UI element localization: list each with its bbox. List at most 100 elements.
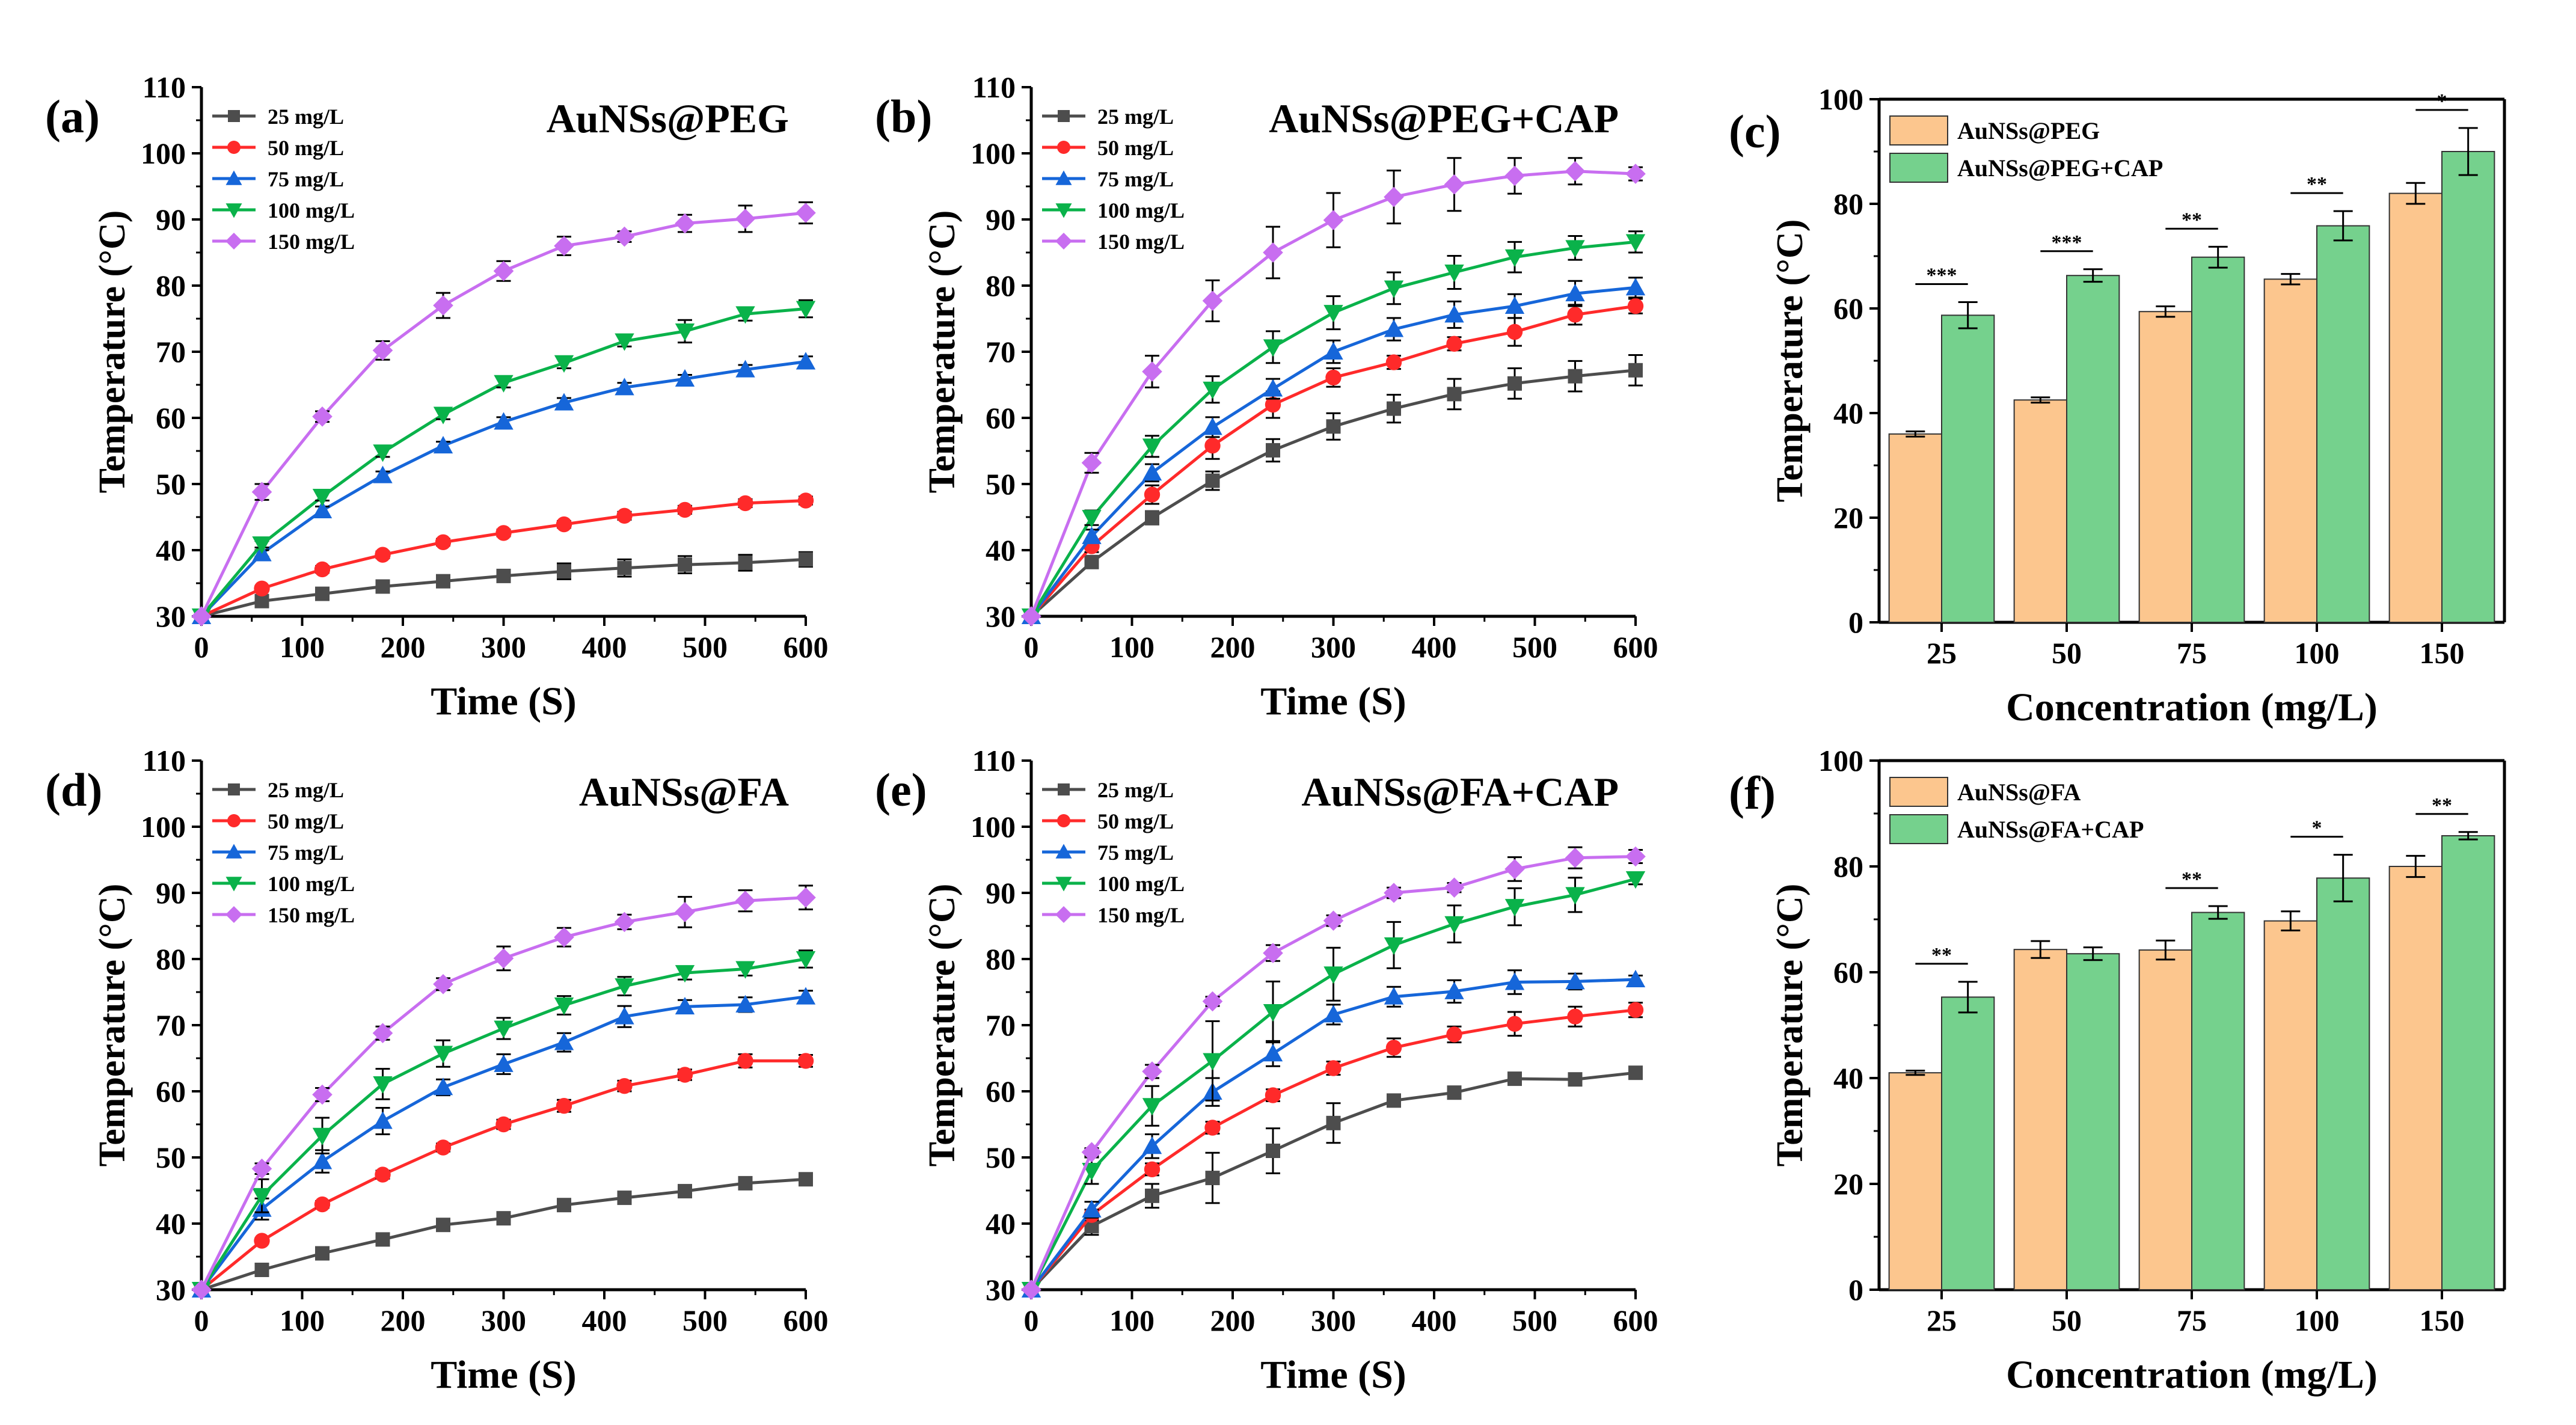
data-point [1446,336,1462,352]
y-tick-label: 70 [986,335,1016,369]
legend-label: 25 mg/L [1097,105,1174,129]
data-point [735,360,755,378]
legend-marker [225,906,242,923]
data-point [494,375,514,393]
bar [1941,996,1995,1290]
data-point [1384,319,1404,337]
data-point [312,1151,333,1169]
panel-label: (f) [1729,767,1776,819]
legend-label: 150 mg/L [268,903,355,927]
y-tick-label: 90 [156,876,186,910]
data-point [675,323,695,342]
y-tick-label: 40 [156,533,186,567]
panel-a: 30 40 50 60 70 80 90 100 110 Temperature (°C) 0 100… [45,70,829,723]
data-point [372,340,393,361]
data-point [433,1077,453,1096]
x-tick-label: 150 [2420,636,2465,670]
data-point [1021,606,1041,627]
data-point [1323,1005,1343,1023]
legend-label: 50 mg/L [1097,136,1174,160]
data-point [554,236,574,256]
data-point [1204,438,1221,454]
data-point [1203,417,1222,435]
data-point [1326,1115,1341,1130]
data-point [1387,1093,1401,1108]
data-point [1084,554,1099,569]
data-point [675,997,695,1015]
panel-b: 30 40 50 60 70 80 90 100 110 Temperature (°C) 0 100… [875,70,1658,723]
data-point [433,974,453,994]
y-tick-label: 30 [156,599,186,633]
data-point [1142,361,1162,382]
data-point [1326,419,1341,434]
data-point [615,378,634,396]
x-tick-label: 600 [1613,1304,1658,1337]
significance-label: ** [2182,209,2202,231]
data-point [373,465,393,483]
x-tick-label: 25 [1927,1304,1957,1337]
data-point [1444,174,1465,195]
data-point [676,501,693,518]
legend-marker [227,141,241,154]
legend-label: 75 mg/L [268,167,344,191]
data-point [312,488,333,507]
y-tick-label: 100 [141,810,186,844]
data-point [1506,323,1523,340]
data-point [375,579,390,594]
y-axis-title: Temperature (°C) [1770,884,1811,1167]
legend-marker [1055,844,1072,859]
x-tick-label: 200 [381,1304,426,1337]
y-tick-label: 40 [1833,396,1863,430]
data-point [375,1232,390,1247]
data-point [1385,354,1402,370]
y-tick-label: 60 [1833,292,1863,325]
data-point [254,1263,269,1277]
legend: AuNSs@PEG AuNSs@PEG+CAP [1889,115,2163,183]
y-tick-label: 80 [986,269,1016,302]
y-tick-label: 110 [143,70,186,104]
data-point [1263,242,1283,263]
x-axis-title: Concentration (mg/L) [2006,685,2378,729]
x-tick-label: 0 [194,1304,209,1337]
legend-label: 25 mg/L [268,778,344,802]
data-point [735,306,755,324]
data-point [1263,339,1283,357]
data-point [1507,376,1522,391]
data-point [312,500,333,518]
y-tick-label: 50 [986,1141,1016,1174]
y-tick-label: 100 [1818,82,1863,116]
data-point [1446,1026,1462,1043]
panel-title: AuNSs@PEG+CAP [1269,96,1619,141]
data-point [1504,859,1525,880]
data-point [433,295,453,316]
y-tick-label: 110 [972,744,1016,777]
series-150-mg-L [1021,846,1646,1300]
data-point [373,1076,393,1094]
x-tick-label: 200 [1210,1304,1256,1337]
data-point [737,1053,753,1069]
x-tick-label: 400 [1412,630,1457,664]
bar [2138,311,2192,623]
data-point [433,406,453,424]
x-tick-label: 0 [1024,630,1039,664]
data-point [1021,1279,1041,1300]
data-point [1142,1136,1162,1154]
y-axis-title: Temperature (°C) [92,210,133,494]
data-point [1263,943,1283,963]
data-point [1444,265,1464,283]
data-point [1142,1098,1162,1116]
data-point [1384,280,1404,298]
x-axis-title: Time (S) [431,679,577,723]
data-point [557,1198,571,1213]
data-point [1504,165,1525,186]
legend-marker [225,170,242,185]
data-point [494,1054,514,1072]
x-tick-label: 300 [481,1304,526,1337]
y-tick-label: 80 [156,269,186,302]
legend: 25 mg/L 50 mg/L 75 mg/L 100 mg/L 150 mg/L [212,778,355,927]
data-point [436,1218,450,1233]
x-tick-label: 500 [1512,630,1557,664]
data-point [1627,1002,1644,1018]
data-point [312,1084,333,1105]
data-point [1565,161,1586,182]
